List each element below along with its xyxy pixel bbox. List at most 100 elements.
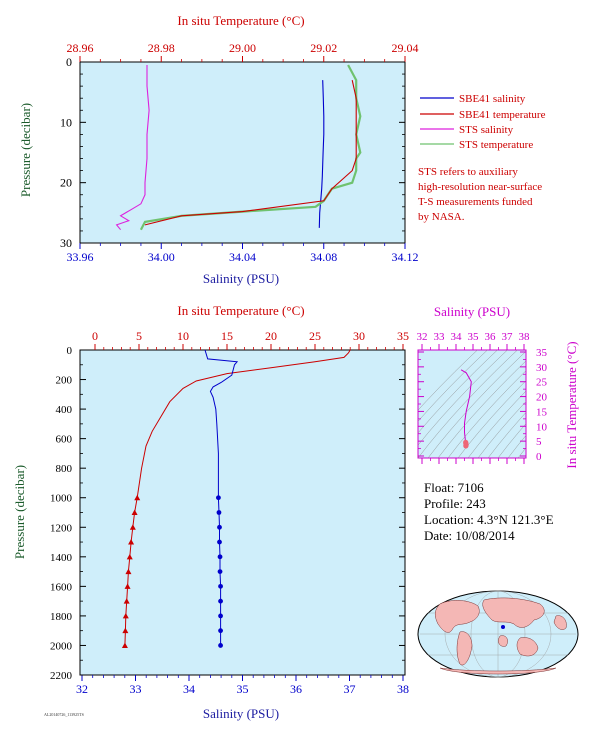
- ts-temp-tick-label: 20: [536, 392, 548, 404]
- temperature-marker: [121, 642, 128, 648]
- profile-pressure-tick-label: 1000: [50, 493, 73, 505]
- density-contour: [497, 423, 526, 458]
- density-contour: [427, 350, 526, 458]
- float-info: Float: 7106 Profile: 243 Location: 4.3°N…: [424, 480, 554, 543]
- top-pressure-tick-label: 30: [60, 236, 72, 250]
- temperature-marker: [125, 568, 132, 575]
- profile-pressure-tick-label: 800: [56, 463, 73, 475]
- ts-sal-tick-label: 35: [468, 331, 480, 343]
- temperature-marker: [128, 539, 135, 545]
- density-contour: [467, 390, 526, 458]
- profile-ticks: 0 5 10 15 20 25 30 35 32 33 34 35 36 37 38 0 200 400 600 80…: [50, 329, 409, 696]
- legend-sts-temperature: STS temperature: [459, 139, 533, 151]
- sts-note-line-2: high-resolution near-surface: [418, 181, 542, 193]
- temperature-marker: [122, 627, 129, 634]
- density-contour: [418, 350, 488, 422]
- ts-series: [460, 369, 472, 449]
- ts-diagram-chart: Salinity (PSU) 32 33 34 35 36 37 38 35 30 25 20 15 1…: [417, 304, 580, 469]
- ts-plot-area: [417, 349, 527, 459]
- ts-temp-title: In situ Temperature (°C): [564, 341, 579, 468]
- salinity-marker: [216, 495, 221, 501]
- profile-pressure-tick-label: 200: [56, 375, 73, 387]
- profile-plot-area: [79, 349, 406, 676]
- profile-sal-tick-label: 37: [344, 682, 356, 696]
- salinity-marker: [217, 524, 222, 530]
- temperature-marker: [124, 583, 131, 589]
- profile-pressure-tick-label: 2200: [50, 670, 73, 682]
- ts-density-contours: [418, 350, 526, 458]
- top-sal-tick-label: 34.08: [310, 250, 337, 264]
- top-temp-tick-label: 28.96: [67, 41, 94, 55]
- near-surface-series: [115, 64, 362, 231]
- density-contour: [517, 447, 526, 458]
- full-profile-chart: In situ Temperature (°C) 0 5 10 15 20 25 30 35 3…: [12, 303, 409, 721]
- density-contour: [418, 350, 518, 458]
- density-contour: [447, 370, 526, 458]
- salinity-marker: [218, 643, 223, 648]
- profile-salinity-title: Salinity (PSU): [203, 706, 279, 721]
- map-land: [435, 597, 567, 675]
- ts-deep-marker: [463, 443, 469, 449]
- series-sts-salinity: [115, 65, 150, 231]
- sts-note-line-4: by NASA.: [418, 211, 465, 223]
- series-temperature: [136, 349, 351, 498]
- salinity-marker: [218, 628, 223, 634]
- near-surface-y-title: Pressure (decibar): [18, 103, 33, 197]
- salinity-marker: [216, 510, 222, 515]
- near-surface-ticks: 28.96 28.98 29.00 29.02 29.04 33.96 34.00 34.04…: [60, 41, 419, 264]
- profile-y-title: Pressure (decibar): [12, 465, 27, 559]
- profile-sal-tick-label: 38: [397, 682, 409, 696]
- ts-sal-tick-label: 36: [485, 331, 497, 343]
- legend-sts-salinity: STS salinity: [459, 124, 514, 136]
- ts-sal-tick-label: 38: [519, 331, 531, 343]
- temperature-marker: [134, 494, 141, 501]
- near-surface-chart: In situ Temperature (°C) 28.96 28.98 29.00…: [18, 13, 419, 286]
- temperature-marker: [122, 612, 129, 619]
- top-temp-tick-label: 29.04: [392, 41, 419, 55]
- float-location-marker: [501, 625, 505, 629]
- salinity-marker: [217, 539, 222, 545]
- salinity-marker: [218, 598, 223, 604]
- profile-sal-tick-label: 32: [76, 682, 88, 696]
- top-pressure-tick-label: 10: [60, 115, 72, 129]
- profile-temp-tick-label: 5: [136, 329, 142, 343]
- near-surface-legend: SBE41 salinity SBE41 temperature STS sal…: [418, 93, 546, 223]
- ts-temp-tick-label: 25: [536, 377, 548, 389]
- series-salinity: [204, 349, 239, 498]
- profile-pressure-tick-label: 1200: [50, 522, 73, 534]
- world-map: [417, 590, 579, 678]
- ts-temp-tick-label: 35: [536, 347, 548, 359]
- sts-note-line-3: T-S measurements funded: [418, 196, 533, 208]
- ts-temp-tick-label: 30: [536, 362, 548, 374]
- profile-temp-tick-label: 30: [353, 329, 365, 343]
- density-contour: [477, 401, 526, 458]
- ts-sal-tick-label: 37: [502, 331, 514, 343]
- temperature-marker: [129, 524, 136, 530]
- date: Date: 10/08/2014: [424, 528, 515, 543]
- series-sbe41-temperature: [144, 79, 357, 226]
- ts-temp-tick-label: 0: [536, 451, 542, 463]
- profile-temp-tick-label: 10: [177, 329, 189, 343]
- salinity-marker: [217, 554, 223, 560]
- density-contour: [418, 350, 478, 411]
- density-contour: [507, 435, 526, 458]
- footer-tag: AL20140726_113925TS: [44, 712, 84, 717]
- profile-pressure-tick-label: 600: [56, 434, 73, 446]
- float-number: Float: 7106: [424, 480, 484, 495]
- top-sal-tick-label: 34.12: [392, 250, 419, 264]
- profile-sal-tick-label: 36: [290, 682, 302, 696]
- ts-temp-tick-label: 10: [536, 421, 548, 433]
- ts-sal-tick-label: 32: [417, 331, 428, 343]
- profile-temp-axis-title: In situ Temperature (°C): [177, 303, 304, 318]
- top-pressure-tick-label: 0: [66, 55, 72, 69]
- profile-pressure-tick-label: 0: [67, 345, 73, 357]
- series-sbe41-salinity: [318, 80, 325, 228]
- salinity-marker: [218, 583, 223, 589]
- ts-curve: [460, 369, 472, 445]
- top-sal-tick-label: 34.04: [229, 250, 256, 264]
- ts-temp-tick-label: 5: [536, 436, 542, 448]
- ts-sal-tick-label: 34: [451, 331, 463, 343]
- profile-pressure-tick-label: 1600: [50, 581, 73, 593]
- legend-sbe41-temperature: SBE41 temperature: [459, 109, 546, 121]
